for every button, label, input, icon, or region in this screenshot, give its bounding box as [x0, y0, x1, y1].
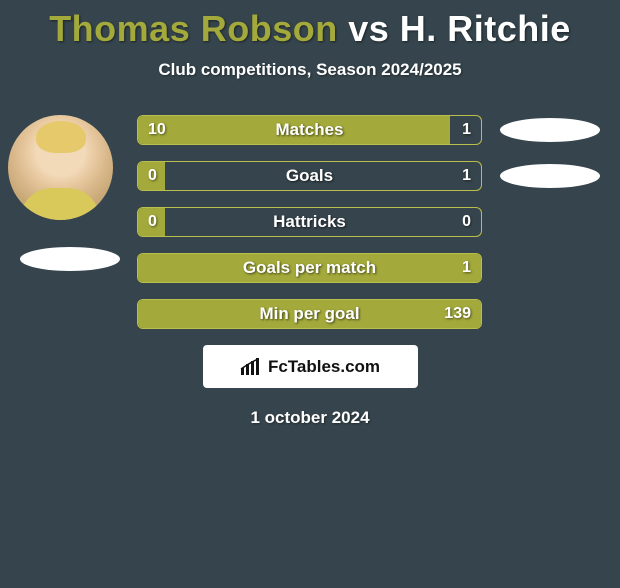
stat-label: Goals	[138, 162, 481, 190]
stat-row: Min per goal139	[137, 299, 482, 329]
stat-value-right: 1	[462, 254, 471, 282]
stat-label: Hattricks	[138, 208, 481, 236]
stat-label: Goals per match	[138, 254, 481, 282]
comparison-title: Thomas Robson vs H. Ritchie	[0, 8, 620, 50]
comparison-main: 10Matches10Goals10Hattricks0Goals per ma…	[0, 115, 620, 428]
player1-avatar	[8, 115, 113, 220]
stat-value-right: 1	[462, 116, 471, 144]
watermark: FcTables.com	[203, 345, 418, 388]
stat-row: 0Hattricks0	[137, 207, 482, 237]
stat-value-right: 139	[444, 300, 471, 328]
chart-icon	[240, 358, 262, 376]
date-text: 1 october 2024	[0, 408, 620, 428]
vs-text: vs	[348, 8, 389, 49]
stat-label: Min per goal	[138, 300, 481, 328]
player2-name: H. Ritchie	[400, 8, 571, 49]
watermark-text: FcTables.com	[268, 357, 380, 377]
stat-row: 10Matches1	[137, 115, 482, 145]
player1-name: Thomas Robson	[49, 8, 338, 49]
player2-club-badge	[500, 118, 600, 142]
player1-club-badge	[20, 247, 120, 271]
stat-value-right: 1	[462, 162, 471, 190]
subtitle: Club competitions, Season 2024/2025	[0, 60, 620, 80]
stat-label: Matches	[138, 116, 481, 144]
stat-rows: 10Matches10Goals10Hattricks0Goals per ma…	[137, 115, 482, 329]
stat-value-right: 0	[462, 208, 471, 236]
stat-row: 0Goals1	[137, 161, 482, 191]
stat-row: Goals per match1	[137, 253, 482, 283]
player2-club-badge	[500, 164, 600, 188]
